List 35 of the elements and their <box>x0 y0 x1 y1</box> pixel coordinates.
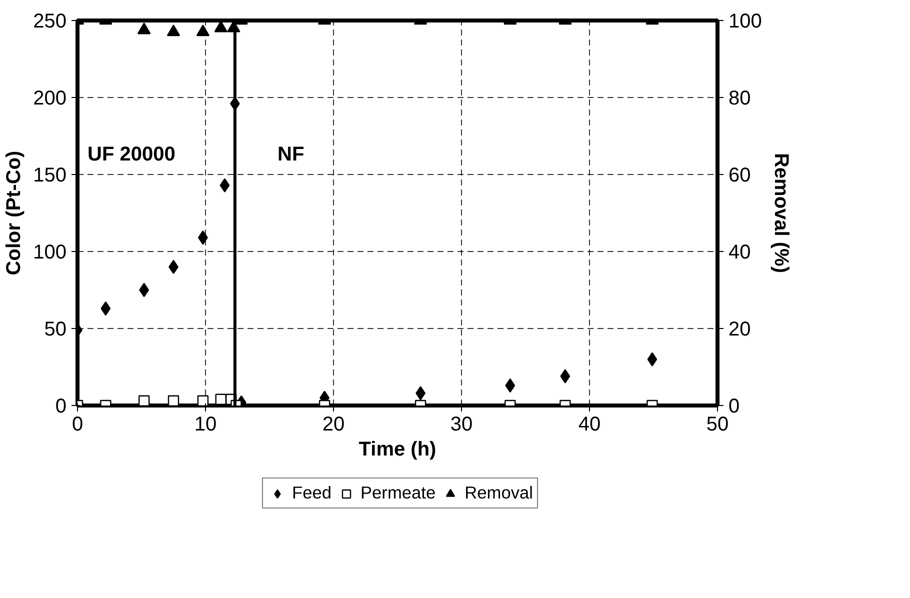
x-tick-label: 50 <box>706 414 729 436</box>
x-tick-label: 10 <box>194 414 217 436</box>
y-tick-label: 50 <box>44 318 67 340</box>
y-tick-label: 100 <box>33 242 67 264</box>
y-tick-label: 0 <box>55 396 66 418</box>
annotation: NF <box>278 144 304 166</box>
y2-tick-label: 40 <box>728 242 751 264</box>
y-tick-label: 200 <box>33 88 67 110</box>
y-tick-label: 250 <box>33 10 67 32</box>
y2-tick-label: 20 <box>728 318 751 340</box>
point <box>197 395 209 406</box>
y2-tick-label: 0 <box>728 396 740 418</box>
x-axis-title: Time (h) <box>358 438 436 460</box>
x-tick-label: 0 <box>72 414 84 436</box>
y2-tick-label: 60 <box>728 164 751 186</box>
x-tick-label: 20 <box>322 414 345 436</box>
point <box>138 395 150 406</box>
x-tick-label: 30 <box>450 414 473 436</box>
x-tick-label: 40 <box>578 414 601 436</box>
legend-label: Removal <box>464 482 534 504</box>
legend-label: Permeate <box>360 482 436 504</box>
y-tick-label: 150 <box>33 164 67 186</box>
point <box>560 369 570 384</box>
legend-label: Feed <box>292 482 332 504</box>
point <box>647 352 658 366</box>
point <box>215 394 226 405</box>
point <box>100 301 111 316</box>
y2-tick-label: 80 <box>728 88 751 110</box>
y2-axis-title: Removal (%) <box>770 152 792 274</box>
y2-tick-label: 100 <box>728 10 762 32</box>
point <box>505 378 516 393</box>
point <box>168 395 180 406</box>
annotation: UF 20000 <box>88 144 176 166</box>
y-axis-title: Color (Pt-Co) <box>3 150 26 276</box>
point <box>220 178 230 192</box>
